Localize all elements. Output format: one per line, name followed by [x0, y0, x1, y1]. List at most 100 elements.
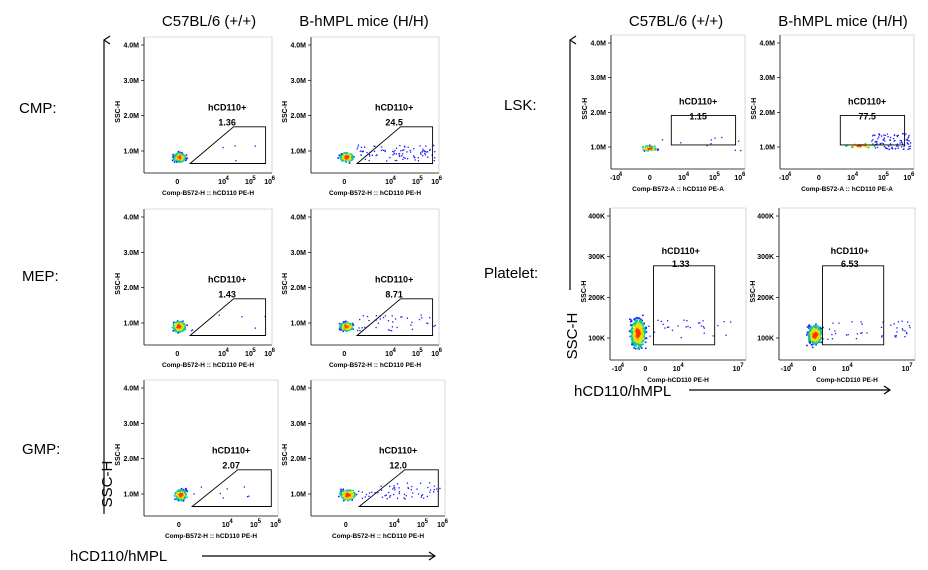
event-dot [184, 489, 187, 492]
event-dot [893, 140, 895, 142]
y-tick-label: 4.0M [759, 41, 775, 48]
y-tick-label: 200K [757, 295, 774, 302]
event-dot [349, 325, 352, 327]
event-dot [180, 154, 183, 157]
event-dot [183, 154, 186, 157]
x-tick-label: 10 [734, 175, 742, 182]
event-dot [846, 144, 849, 147]
event-dot [177, 492, 179, 495]
x-tick-label: 10 [417, 522, 425, 529]
event-dot [647, 146, 650, 149]
event-dot [723, 320, 725, 323]
y-tick-label: 2.0M [123, 456, 139, 463]
event-dot [433, 491, 435, 493]
event-dot [640, 343, 642, 346]
event-dot [340, 490, 343, 492]
x-tick-label: 0 [342, 351, 346, 358]
event-dot [182, 329, 184, 332]
event-dot [632, 335, 635, 338]
event-dot [429, 491, 431, 493]
event-dot [907, 139, 909, 142]
event-dot [815, 340, 817, 343]
event-dot [653, 148, 655, 151]
event-dot [642, 314, 644, 317]
event-dot [355, 493, 358, 496]
event-dot [374, 492, 376, 494]
event-dot [373, 145, 375, 147]
gate-label: hCD110+ [208, 274, 246, 284]
event-dot [344, 158, 347, 160]
event-dot [639, 346, 642, 348]
left-y-axis-label: SSC-H [99, 461, 116, 508]
event-dot [811, 339, 814, 341]
event-dot [656, 149, 659, 152]
event-dot [181, 495, 184, 498]
event-dot [812, 343, 814, 346]
event-dot [630, 338, 633, 341]
event-dot [411, 496, 413, 498]
event-dot [908, 325, 911, 327]
event-dot [873, 144, 876, 147]
event-dot [396, 326, 398, 329]
event-dot [394, 159, 396, 162]
event-dot [347, 156, 350, 158]
event-dot [186, 490, 189, 493]
event-dot [183, 325, 186, 328]
event-dot [814, 331, 817, 334]
event-dot [710, 139, 712, 141]
event-dot [644, 326, 646, 329]
event-dot [819, 326, 822, 329]
event-dot [832, 322, 834, 324]
event-dot [380, 146, 383, 148]
event-dot [808, 336, 811, 339]
event-dot [420, 317, 423, 319]
event-dot [417, 157, 419, 159]
event-dot [184, 496, 186, 498]
event-dot [351, 324, 354, 327]
event-dot [811, 326, 813, 329]
event-dot [424, 152, 426, 155]
event-dot [860, 321, 862, 323]
event-dot [182, 495, 185, 498]
event-dot [649, 148, 652, 150]
event-dot [831, 338, 834, 340]
event-dot [857, 144, 860, 147]
event-dot [340, 495, 343, 497]
event-dot [637, 331, 639, 333]
event-dot [810, 328, 812, 330]
event-dot [856, 333, 859, 335]
event-dot [403, 497, 405, 499]
gate-polygon [188, 298, 267, 336]
y-tick-label: 1.0M [123, 492, 139, 499]
event-dot [632, 332, 635, 335]
event-dot [868, 145, 871, 148]
event-dot [345, 490, 348, 492]
event-dot [404, 146, 406, 148]
event-dot [638, 344, 640, 347]
event-dot [180, 155, 183, 158]
x-tick-label: 5 [717, 172, 721, 178]
event-dot [349, 490, 352, 493]
event-dot [172, 153, 174, 156]
gate-percentage: 1.36 [218, 117, 236, 127]
event-dot [820, 327, 823, 330]
event-dot [394, 487, 396, 489]
gate-polygon [357, 469, 439, 507]
event-dot [173, 327, 175, 330]
event-dot [809, 337, 812, 340]
event-dot [635, 320, 637, 323]
event-dot [635, 319, 638, 321]
event-dot [847, 333, 849, 336]
event-dot [702, 320, 704, 322]
event-dot [642, 336, 644, 339]
event-dot [807, 327, 810, 329]
event-dot [818, 331, 821, 334]
event-dot [376, 154, 378, 156]
event-dot [350, 492, 352, 495]
plot-x-label: Comp-B572-A :: hCD110 PE-A [632, 186, 724, 193]
event-dot [345, 323, 347, 326]
event-dot [175, 324, 178, 327]
event-dot [904, 330, 906, 332]
event-dot [740, 149, 742, 152]
event-dot [363, 146, 366, 148]
